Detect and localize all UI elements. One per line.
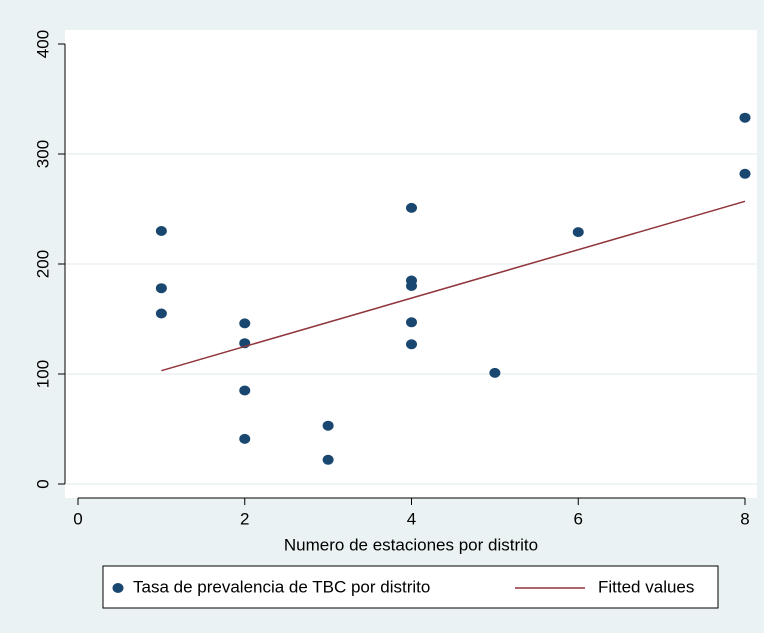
y-tick-label: 200 [33,250,52,278]
scatter-point [489,367,501,378]
legend-label: Fitted values [598,577,694,596]
legend-marker [112,583,124,593]
scatter-point [322,420,334,431]
scatter-point [155,226,167,236]
legend-label: Tasa de prevalencia de TBC por distrito [133,577,430,596]
x-tick-label: 2 [240,509,249,528]
scatter-point [155,283,167,294]
scatter-point [239,318,251,329]
scatter-point [406,317,417,328]
scatter-point [739,168,751,179]
scatter-point [239,385,251,396]
scatter-point [739,112,751,123]
x-tick-label: 4 [407,509,416,528]
y-tick-label: 400 [33,30,52,58]
y-tick-label: 300 [33,140,52,168]
scatter-point [239,433,251,444]
scatter-point [406,281,417,291]
scatter-point [406,202,417,213]
scatter-point [155,308,167,319]
x-tick-label: 0 [73,509,82,528]
y-tick-label: 100 [33,360,52,388]
fitted-line [161,200,746,372]
scatter-point [406,339,417,350]
x-tick-label: 6 [574,509,583,528]
legend [102,565,719,609]
y-tick-label: 0 [33,479,52,488]
scatter-point [322,454,334,465]
x-tick-label: 8 [740,509,749,528]
scatter-point [572,227,584,238]
x-axis-label: Numero de estaciones por distrito [284,535,538,554]
